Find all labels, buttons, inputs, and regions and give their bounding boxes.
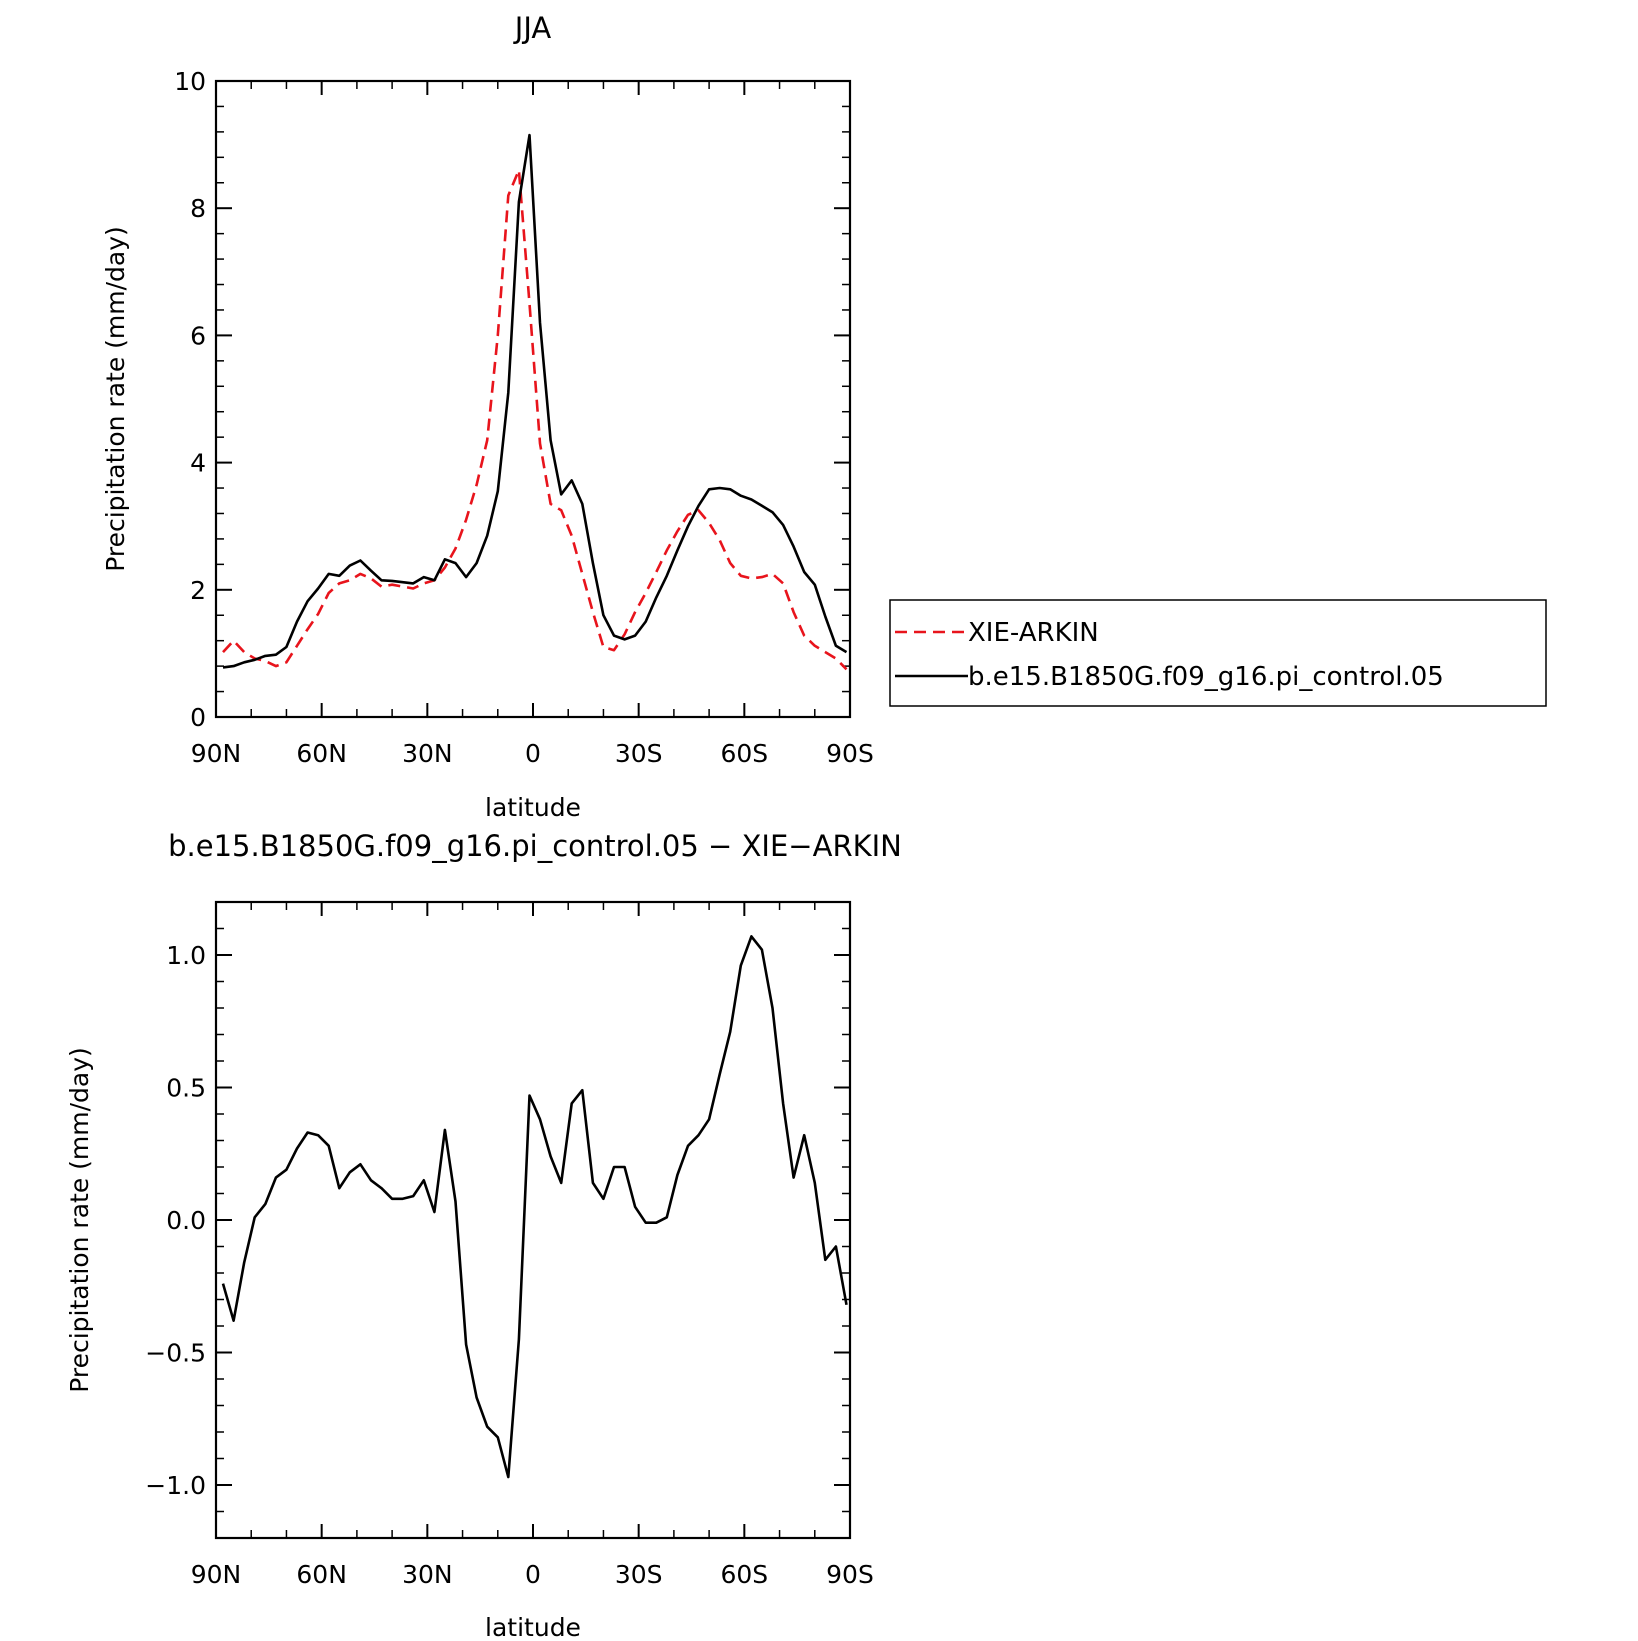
x-tick-label: 90N — [191, 739, 242, 768]
legend: XIE-ARKIN b.e15.B1850G.f09_g16.pi_contro… — [889, 599, 1547, 707]
y-tick-label: −1.0 — [145, 1471, 206, 1500]
y-tick-label: 2 — [190, 576, 206, 605]
legend-box — [889, 599, 1547, 707]
y-tick-label: 1.0 — [166, 941, 206, 970]
y-tick-label: 8 — [190, 194, 206, 223]
y-tick-label: −0.5 — [145, 1339, 206, 1368]
x-tick-label: 60S — [720, 1560, 768, 1589]
x-tick-label: 60N — [296, 1560, 347, 1589]
bottom-series-group — [221, 935, 848, 1479]
top-panel: JJA 90N 60N 30N 0 30S 60S 90S 0 2 4 6 8 10 latitude… — [101, 11, 1547, 822]
top-x-tick-labels: 90N 60N 30N 0 30S 60S 90S — [191, 739, 874, 768]
y-tick-label: 6 — [190, 321, 206, 350]
x-tick-label: 90S — [826, 1560, 874, 1589]
top-series-line-1 — [222, 133, 848, 669]
bottom-y-axis-label: Precipitation rate (mm/day) — [65, 1047, 94, 1393]
y-tick-label: 0.0 — [166, 1206, 206, 1235]
top-series-line-0 — [222, 168, 848, 671]
top-x-axis-label: latitude — [485, 793, 581, 822]
top-chart-title: JJA — [513, 11, 552, 45]
bottom-x-tick-labels: 90N 60N 30N 0 30S 60S 90S — [191, 1560, 874, 1589]
bottom-axis-ticks — [215, 901, 851, 1539]
y-tick-label: 0 — [190, 703, 206, 732]
legend-label-model: b.e15.B1850G.f09_g16.pi_control.05 — [968, 662, 1444, 692]
x-tick-label: 30S — [615, 1560, 663, 1589]
top-plot-frame — [214, 79, 852, 719]
x-tick-label: 60S — [720, 739, 768, 768]
bottom-y-tick-labels: −1.0 −0.5 0.0 0.5 1.0 — [145, 941, 206, 1500]
bottom-panel: b.e15.B1850G.f09_g16.pi_control.05 − XIE… — [65, 829, 902, 1641]
y-tick-label: 4 — [190, 449, 206, 478]
x-tick-label: 60N — [296, 739, 347, 768]
legend-label-xie-arkin: XIE-ARKIN — [968, 618, 1099, 648]
x-tick-label: 90N — [191, 1560, 242, 1589]
x-tick-label: 30S — [615, 739, 663, 768]
top-series-group — [222, 133, 848, 671]
x-tick-label: 30N — [402, 1560, 453, 1589]
bottom-x-axis-label: latitude — [485, 1613, 581, 1641]
top-y-axis-label: Precipitation rate (mm/day) — [101, 226, 130, 572]
top-y-tick-labels: 0 2 4 6 8 10 — [174, 67, 206, 732]
x-tick-label: 0 — [525, 739, 541, 768]
y-tick-label: 10 — [174, 67, 206, 96]
y-tick-label: 0.5 — [166, 1074, 206, 1103]
bottom-chart-title: b.e15.B1850G.f09_g16.pi_control.05 − XIE… — [168, 829, 902, 863]
bottom-series-line-0 — [221, 935, 848, 1479]
bottom-plot-frame — [214, 900, 852, 1540]
x-tick-label: 0 — [525, 1560, 541, 1589]
x-tick-label: 30N — [402, 739, 453, 768]
x-tick-label: 90S — [826, 739, 874, 768]
